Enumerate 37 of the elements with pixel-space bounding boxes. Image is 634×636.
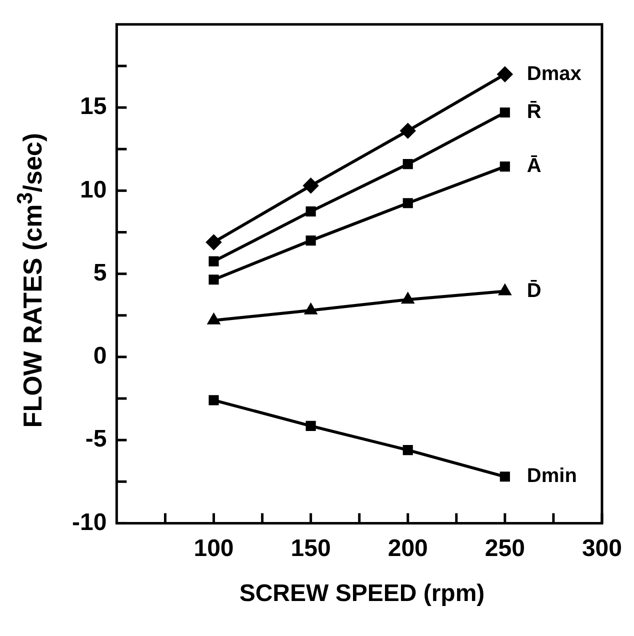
series-label: Dmin: [526, 465, 577, 488]
y-tick-label: 0: [93, 342, 107, 370]
point: [497, 66, 512, 82]
point: [402, 198, 413, 208]
y-tick-label: 15: [80, 93, 107, 120]
point: [208, 274, 219, 285]
y-tick-label: 10: [80, 176, 107, 204]
point: [402, 159, 413, 170]
x-tick-label: 150: [290, 535, 331, 562]
point: [402, 445, 413, 456]
y-tick-label: -5: [85, 426, 107, 453]
point: [208, 256, 219, 266]
x-tick-label: 300: [582, 535, 622, 562]
point: [208, 395, 219, 406]
point: [206, 234, 222, 250]
point: [499, 284, 511, 296]
point: [304, 304, 317, 314]
series-label: Dmax: [526, 62, 582, 85]
point: [306, 420, 316, 431]
y-tick-label: -10: [72, 508, 107, 536]
point: [306, 236, 316, 246]
series-label: R̄: [526, 100, 542, 124]
x-tick-label: 250: [484, 535, 525, 562]
point: [402, 293, 414, 304]
x-tick-label: 200: [388, 535, 428, 562]
point: [208, 314, 220, 324]
x-axis-title: SCREW SPEED (rpm): [238, 580, 486, 608]
series-label: Ā: [526, 155, 542, 178]
point: [400, 123, 416, 138]
point: [500, 162, 510, 172]
point: [303, 178, 318, 194]
point: [306, 206, 316, 216]
y-tick-label: 5: [93, 259, 107, 286]
series-label: D̄: [526, 279, 542, 302]
point: [500, 472, 510, 482]
x-tick-label: 100: [194, 535, 234, 562]
point: [500, 107, 510, 118]
